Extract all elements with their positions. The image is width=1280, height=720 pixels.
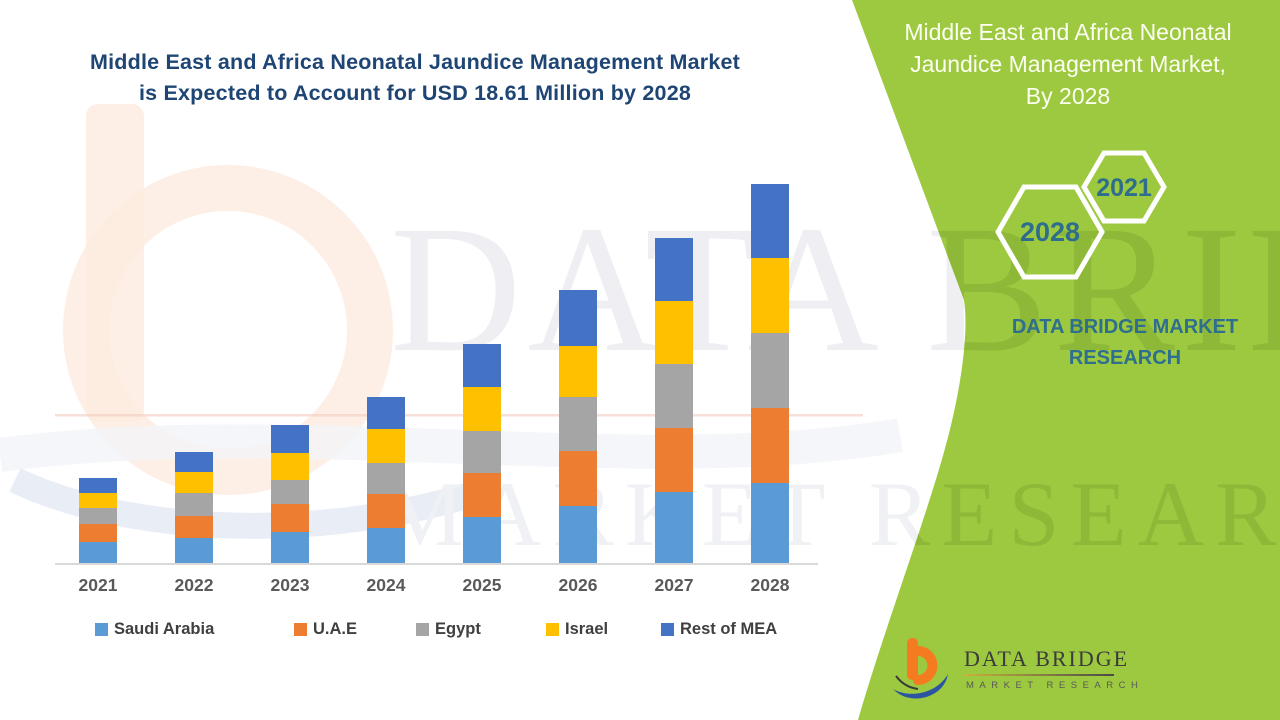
watermark-red-line (55, 414, 863, 417)
bar-segment-2028-u-a-e (751, 407, 789, 483)
legend-label: Rest of MEA (680, 620, 778, 638)
legend-label: Saudi Arabia (114, 620, 215, 638)
legend-label: Egypt (435, 620, 481, 638)
x-axis-label-2028: 2028 (750, 575, 790, 595)
bar-segment-2021-israel (79, 492, 117, 508)
bar-segment-2022-u-a-e (175, 516, 213, 538)
bar-segment-2026-rest-of-mea (559, 290, 597, 347)
bar-segment-2027-rest-of-mea (655, 238, 693, 302)
legend-label: Israel (565, 620, 609, 638)
bar-segment-2022-saudi-arabia (175, 538, 213, 563)
bar-segment-2023-u-a-e (271, 503, 309, 532)
bar-segment-2026-israel (559, 346, 597, 397)
chart-title-line1: Middle East and Africa Neonatal Jaundice… (90, 50, 740, 74)
legend-swatch (661, 623, 674, 636)
bar-segment-2027-u-a-e (655, 428, 693, 492)
legend-swatch (416, 623, 429, 636)
watermark-b-bowl (63, 165, 393, 495)
bar-segment-2025-u-a-e (463, 473, 501, 517)
legend-swatch (95, 623, 108, 636)
bar-segment-2022-israel (175, 472, 213, 493)
bar-segment-2024-egypt (367, 463, 405, 494)
bar-segment-2024-israel (367, 429, 405, 463)
bar-segment-2025-saudi-arabia (463, 517, 501, 563)
legend-label: U.A.E (313, 620, 358, 638)
x-axis-label-2023: 2023 (270, 575, 310, 595)
bar-segment-2025-egypt (463, 431, 501, 473)
bar-segment-2024-rest-of-mea (367, 397, 405, 429)
x-axis-label-2021: 2021 (78, 575, 118, 595)
x-axis-label-2022: 2022 (174, 575, 214, 595)
x-axis-label-2027: 2027 (654, 575, 694, 595)
bar-segment-2023-israel (271, 452, 309, 480)
legend-swatch (546, 623, 559, 636)
x-axis-line (55, 563, 818, 565)
bar-segment-2021-rest-of-mea (79, 477, 117, 493)
bar-segment-2026-saudi-arabia (559, 506, 597, 563)
bar-segment-2024-u-a-e (367, 494, 405, 528)
bar-segment-2027-egypt (655, 364, 693, 428)
bar-segment-2026-u-a-e (559, 451, 597, 506)
chart-title-line2: is Expected to Account for USD 18.61 Mil… (138, 81, 692, 105)
bar-segment-2023-egypt (271, 479, 309, 504)
bar-segment-2025-rest-of-mea (463, 344, 501, 388)
bar-segment-2023-rest-of-mea (271, 424, 309, 453)
bar-segment-2027-israel (655, 301, 693, 364)
x-axis-label-2025: 2025 (462, 575, 502, 595)
bar-segment-2024-saudi-arabia (367, 528, 405, 563)
legend-swatch (294, 623, 307, 636)
bar-segment-2021-egypt (79, 508, 117, 525)
chart-title: Middle East and Africa Neonatal Jaundice… (55, 47, 775, 109)
bar-segment-2022-rest-of-mea (175, 452, 213, 472)
bar-segment-2025-israel (463, 387, 501, 431)
bar-segment-2028-egypt (751, 332, 789, 408)
bar-segment-2027-saudi-arabia (655, 491, 693, 563)
bar-segment-2022-egypt (175, 492, 213, 516)
bar-segment-2026-egypt (559, 397, 597, 451)
green-panel-shape (852, 0, 1280, 720)
bar-segment-2021-u-a-e (79, 524, 117, 542)
bar-segment-2028-saudi-arabia (751, 482, 789, 563)
bar-segment-2028-rest-of-mea (751, 184, 789, 258)
bar-segment-2028-israel (751, 257, 789, 333)
x-axis-label-2026: 2026 (558, 575, 598, 595)
bar-segment-2021-saudi-arabia (79, 542, 117, 563)
bar-segment-2023-saudi-arabia (271, 532, 309, 563)
x-axis-label-2024: 2024 (366, 575, 406, 595)
